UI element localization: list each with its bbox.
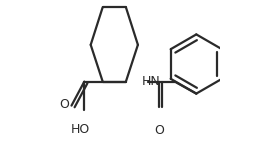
Text: O: O — [154, 124, 164, 137]
Text: HN: HN — [142, 75, 161, 88]
Text: HO: HO — [71, 123, 90, 136]
Text: O: O — [59, 97, 69, 111]
